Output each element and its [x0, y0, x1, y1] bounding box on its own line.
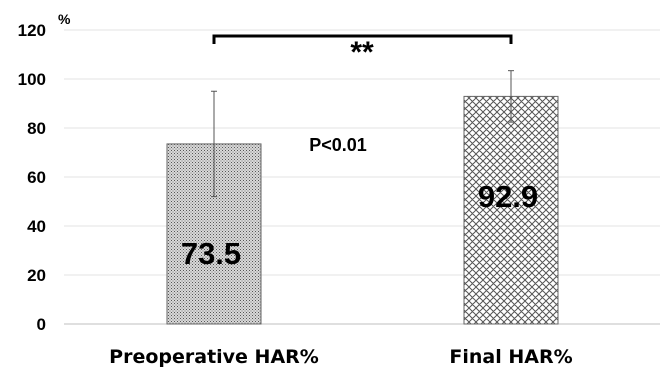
category-label: Final HAR% [449, 346, 572, 368]
bar-value-label: 73.5 [181, 236, 241, 271]
y-axis-ticks: 0 20 40 60 80 100 120 [18, 21, 46, 334]
category-labels: Preoperative HAR% Final HAR% [109, 346, 572, 368]
category-label: Preoperative HAR% [109, 346, 319, 368]
bar-value-label: 92.9 [478, 179, 538, 214]
y-tick-label: 100 [18, 70, 46, 89]
bars [166, 95, 559, 325]
significance-stars: ** [350, 36, 374, 69]
y-tick-label: 120 [18, 21, 46, 40]
gridlines [64, 29, 660, 325]
y-tick-label: 20 [27, 266, 46, 285]
p-value-label: P<0.01 [309, 135, 367, 155]
y-tick-label: 60 [27, 168, 46, 187]
bar [463, 95, 559, 325]
y-tick-label: 80 [27, 119, 46, 138]
y-tick-label: 0 [37, 315, 46, 334]
significance-bracket [212, 34, 513, 44]
error-bars [211, 70, 514, 198]
value-labels: 73.5 92.9 [181, 179, 538, 271]
y-tick-label: 40 [27, 217, 46, 236]
y-unit-label: % [58, 11, 71, 27]
